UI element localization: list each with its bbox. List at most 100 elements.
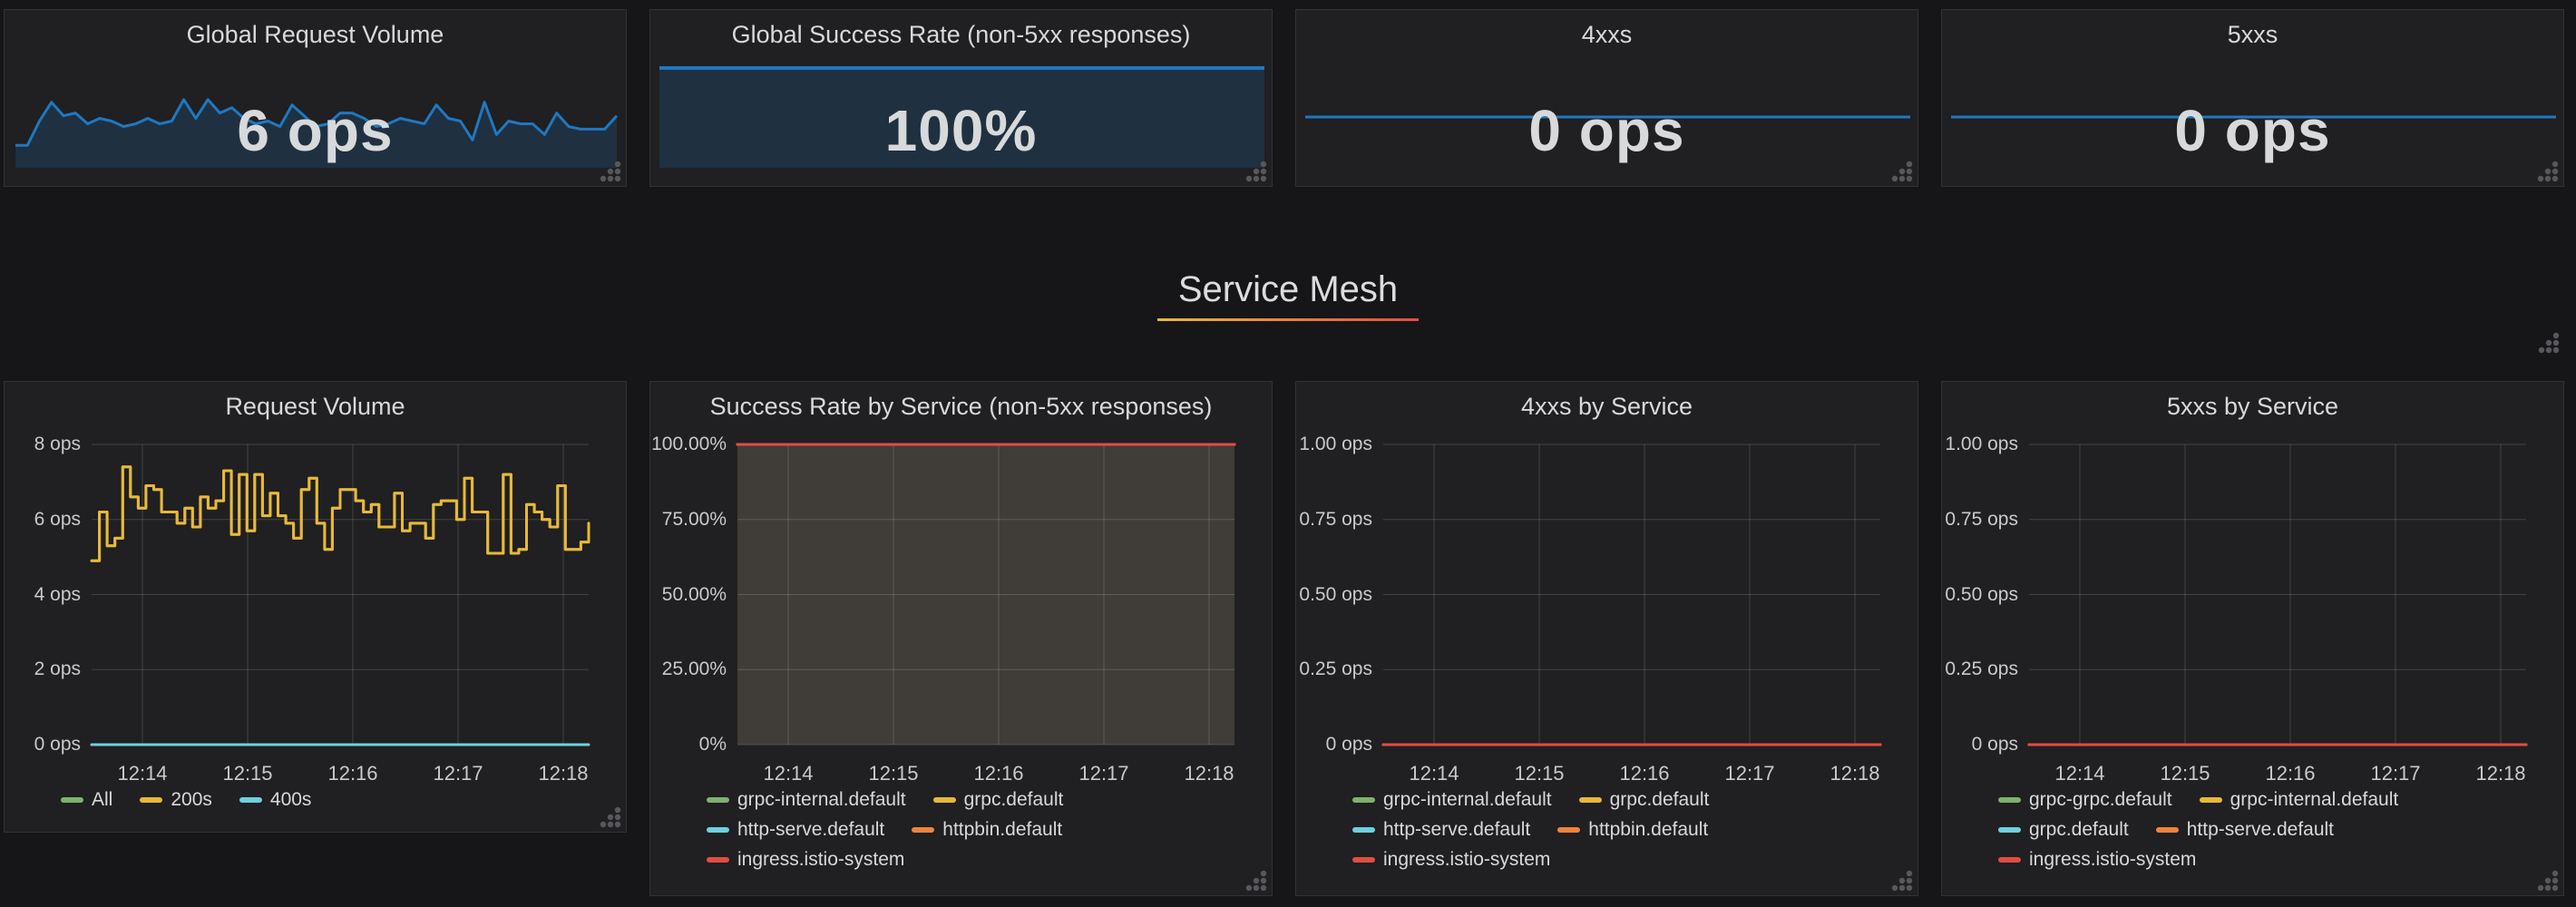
legend-item-ingress-istio-system[interactable]: ingress.istio-system bbox=[707, 848, 904, 872]
legend-item-http-serve-default[interactable]: http-serve.default bbox=[707, 818, 884, 842]
panel-resize-handle-icon[interactable] bbox=[600, 806, 621, 828]
y-axis-tick-label: 0.25 ops bbox=[1945, 658, 2018, 680]
legend-item-httpbin-default[interactable]: httpbin.default bbox=[912, 818, 1062, 842]
legend-item-200s[interactable]: 200s bbox=[140, 788, 212, 812]
panel-title[interactable]: 4xxs by Service bbox=[1520, 393, 1693, 420]
y-axis-tick-label: 1.00 ops bbox=[1299, 434, 1372, 454]
legend-label: http-serve.default bbox=[1383, 819, 1531, 840]
y-axis-tick-label: 0.25 ops bbox=[1299, 658, 1372, 680]
legend-item-http-serve-default[interactable]: http-serve.default bbox=[1352, 818, 1530, 842]
y-axis-tick-label: 0 ops bbox=[34, 734, 81, 755]
panel-title[interactable]: 5xxs by Service bbox=[2166, 393, 2339, 420]
legend: All 200s 400s bbox=[61, 788, 613, 812]
y-axis-tick-label: 0% bbox=[698, 734, 727, 755]
y-axis-tick-label: 0 ops bbox=[1971, 734, 2018, 755]
panel-global-success-rate: Global Success Rate (non-5xx responses) … bbox=[649, 9, 1273, 187]
legend-item-all[interactable]: All bbox=[61, 788, 112, 812]
panel-title[interactable]: 5xxs bbox=[2227, 21, 2278, 48]
legend-swatch-icon bbox=[61, 797, 83, 803]
row-title[interactable]: Service Mesh bbox=[1177, 269, 1399, 309]
x-axis-tick-label: 12:15 bbox=[868, 762, 919, 785]
stat-value: 0 ops bbox=[2174, 98, 2331, 163]
chart-canvas[interactable] bbox=[1942, 382, 2563, 895]
x-axis-tick-label: 12:15 bbox=[222, 762, 273, 785]
x-axis-tick-label: 12:14 bbox=[2054, 762, 2105, 785]
legend-label: grpc.default bbox=[2029, 819, 2129, 840]
x-axis-tick-label: 12:18 bbox=[1184, 762, 1234, 785]
legend-item-grpc-internal-default[interactable]: grpc-internal.default bbox=[707, 788, 906, 812]
legend-label: ingress.istio-system bbox=[2029, 849, 2197, 870]
legend-swatch-icon bbox=[1998, 857, 2021, 863]
legend-swatch-icon bbox=[707, 797, 729, 803]
legend-swatch-icon bbox=[1578, 797, 1602, 803]
legend-swatch-icon bbox=[707, 857, 729, 863]
y-axis-tick-label: 2 ops bbox=[34, 658, 81, 680]
panel-resize-handle-icon[interactable] bbox=[1245, 870, 1267, 892]
legend-label: 200s bbox=[171, 789, 212, 810]
legend-item-ingress-istio-system[interactable]: ingress.istio-system bbox=[1998, 848, 2196, 872]
legend: grpc-grpc.default grpc-internal.default gr… bbox=[1998, 788, 2551, 872]
x-axis-tick-label: 12:15 bbox=[1514, 762, 1565, 785]
y-axis-tick-label: 0.50 ops bbox=[1945, 583, 2018, 605]
legend-item-grpc-default[interactable]: grpc.default bbox=[1578, 788, 1709, 812]
legend-item-grpc-default[interactable]: grpc.default bbox=[932, 788, 1063, 812]
legend-item-http-serve-default[interactable]: http-serve.default bbox=[2155, 818, 2334, 842]
legend-swatch-icon bbox=[1352, 857, 1375, 863]
x-axis-tick-label: 12:16 bbox=[2265, 762, 2316, 785]
legend-swatch-icon bbox=[707, 827, 729, 833]
x-axis-tick-label: 12:18 bbox=[1830, 762, 1880, 785]
sparkline-chart bbox=[659, 66, 1264, 168]
chart-canvas[interactable] bbox=[1296, 382, 1917, 895]
legend-item-grpc-default[interactable]: grpc.default bbox=[1998, 818, 2129, 842]
x-axis-tick-label: 12:15 bbox=[2160, 762, 2210, 785]
panel-title[interactable]: Global Request Volume bbox=[186, 21, 444, 48]
stat-value: 6 ops bbox=[237, 98, 394, 163]
stat-value: 100% bbox=[884, 98, 1038, 163]
legend-label: http-serve.default bbox=[737, 819, 885, 840]
panel-request-volume: Request Volume All 200s 400s 8 ops 6 ops 4 o… bbox=[4, 381, 627, 833]
legend-item-grpc-internal-default[interactable]: grpc-internal.default bbox=[1352, 788, 1552, 812]
panel-resize-handle-icon[interactable] bbox=[2537, 870, 2559, 892]
legend-swatch-icon bbox=[140, 797, 163, 803]
legend-label: httpbin.default bbox=[1588, 819, 1709, 840]
chart-canvas[interactable] bbox=[650, 382, 1272, 895]
legend-swatch-icon bbox=[1352, 797, 1375, 803]
chart-canvas[interactable] bbox=[5, 382, 626, 832]
legend-label: ingress.istio-system bbox=[1383, 849, 1551, 870]
x-axis-tick-label: 12:14 bbox=[763, 762, 814, 785]
legend-swatch-icon bbox=[1998, 797, 2021, 803]
y-axis-tick-label: 100.00% bbox=[651, 434, 727, 454]
panel-resize-handle-icon[interactable] bbox=[1891, 870, 1913, 892]
y-axis-tick-label: 25.00% bbox=[661, 658, 727, 680]
legend-label: httpbin.default bbox=[942, 819, 1063, 840]
legend-item-httpbin-default[interactable]: httpbin.default bbox=[1557, 818, 1708, 842]
x-axis-tick-label: 12:17 bbox=[433, 762, 483, 785]
panel-4xxs: 4xxs 0 ops bbox=[1295, 9, 1918, 187]
legend-item-grpc-internal-default[interactable]: grpc-internal.default bbox=[2199, 788, 2398, 812]
legend-swatch-icon bbox=[1557, 827, 1581, 833]
y-axis-tick-label: 0.50 ops bbox=[1299, 583, 1372, 605]
panel-title[interactable]: Success Rate by Service (non-5xx respons… bbox=[709, 393, 1213, 420]
panel-resize-handle-icon[interactable] bbox=[1891, 161, 1913, 182]
panel-title[interactable]: 4xxs bbox=[1581, 21, 1633, 48]
panel-title[interactable]: Global Success Rate (non-5xx responses) bbox=[731, 21, 1191, 48]
legend-label: grpc-internal.default bbox=[1383, 789, 1552, 810]
legend: grpc-internal.default grpc.default http-se… bbox=[707, 788, 1259, 872]
panel-resize-handle-icon[interactable] bbox=[600, 161, 621, 182]
row-resize-handle-icon[interactable] bbox=[2538, 332, 2560, 354]
legend-item-grpc-grpc-default[interactable]: grpc-grpc.default bbox=[1998, 788, 2172, 812]
legend-swatch-icon bbox=[1998, 827, 2021, 833]
panel-5xxs-by-service: 5xxs by Service grpc-grpc.default grpc-in… bbox=[1941, 381, 2564, 896]
panel-title[interactable]: Request Volume bbox=[225, 393, 405, 420]
legend-item-ingress-istio-system[interactable]: ingress.istio-system bbox=[1352, 848, 1550, 872]
panel-resize-handle-icon[interactable] bbox=[2537, 161, 2559, 182]
panel-resize-handle-icon[interactable] bbox=[1245, 161, 1267, 182]
panel-success-rate-by-service: Success Rate by Service (non-5xx respons… bbox=[649, 381, 1273, 896]
y-axis-tick-label: 8 ops bbox=[34, 434, 81, 454]
legend-swatch-icon bbox=[2199, 797, 2222, 803]
sparkline-chart bbox=[15, 98, 619, 168]
x-axis-tick-label: 12:18 bbox=[2475, 762, 2526, 785]
legend-swatch-icon bbox=[239, 797, 262, 803]
legend-item-400s[interactable]: 400s bbox=[239, 788, 311, 812]
legend-label: grpc-grpc.default bbox=[2029, 789, 2172, 810]
